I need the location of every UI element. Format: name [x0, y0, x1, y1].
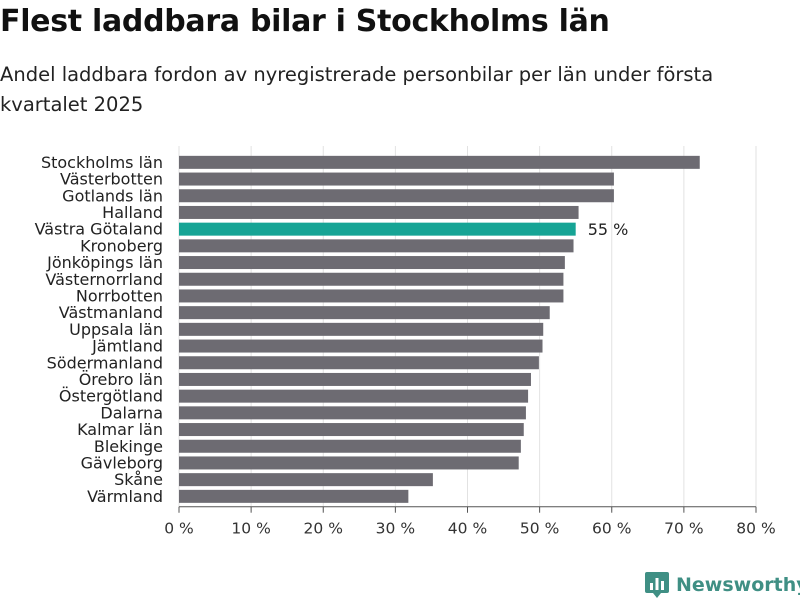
- bar: [179, 372, 531, 386]
- bar: [179, 172, 614, 186]
- bar: [179, 272, 564, 286]
- newsworthy-logo-text: Newsworthy: [676, 574, 800, 596]
- x-tick-label: 10 %: [231, 520, 270, 538]
- category-label: Halland: [102, 203, 163, 222]
- category-label: Västerbotten: [60, 170, 163, 189]
- x-tick-label: 80 %: [736, 520, 775, 538]
- bar: [179, 339, 543, 353]
- bar-chart: 0 % 10 % 20 % 30 % 40 % 50 % 60 % 70 % 80 % Stock…: [35, 146, 776, 538]
- bar: [179, 439, 521, 453]
- x-tick-label: 40 %: [448, 520, 487, 538]
- category-label: Kronoberg: [80, 236, 163, 255]
- category-label: Örebro län: [79, 370, 163, 389]
- category-label: Blekinge: [94, 437, 163, 456]
- chart-title: Flest laddbara bilar i Stockholms län: [0, 4, 610, 39]
- bar: [179, 306, 550, 320]
- x-tick-label: 0 %: [164, 520, 194, 538]
- category-label: Stockholms län: [41, 153, 163, 172]
- x-tick-label: 60 %: [592, 520, 631, 538]
- category-label: Värmland: [87, 487, 163, 506]
- category-label: Södermanland: [47, 353, 163, 372]
- category-label: Dalarna: [100, 403, 163, 422]
- bar: [179, 456, 519, 470]
- category-label: Uppsala län: [69, 320, 163, 339]
- bar: [179, 489, 409, 503]
- bar: [179, 155, 700, 169]
- category-label: Norrbotten: [76, 286, 163, 305]
- bar: [179, 239, 574, 253]
- category-label: Jämtland: [91, 337, 163, 356]
- bar: [179, 205, 579, 219]
- x-tick-label: 30 %: [376, 520, 415, 538]
- x-tick-label: 20 %: [304, 520, 343, 538]
- category-label: Kalmar län: [77, 420, 163, 439]
- newsworthy-logo: Newsworthy: [644, 570, 800, 600]
- category-label: Västra Götaland: [35, 220, 163, 239]
- category-label: Västernorrland: [45, 270, 163, 289]
- category-label: Jönköpings län: [46, 253, 163, 272]
- bar: [179, 473, 433, 487]
- data-label: 55 %: [588, 220, 629, 239]
- category-label: Gotlands län: [62, 186, 163, 205]
- bar: [179, 256, 565, 270]
- x-tick-label: 70 %: [664, 520, 703, 538]
- bar: [179, 222, 576, 236]
- category-label: Östergötland: [59, 387, 163, 406]
- category-label: Gävleborg: [81, 453, 163, 472]
- bar: [179, 389, 529, 403]
- chart-subtitle: Andel laddbara fordon av nyregistrerade …: [0, 63, 714, 116]
- x-tick-label: 50 %: [520, 520, 559, 538]
- category-label: Skåne: [114, 470, 163, 489]
- newsworthy-logo-icon: [645, 572, 669, 598]
- bar: [179, 189, 614, 203]
- bar: [179, 406, 526, 420]
- category-label: Västmanland: [59, 303, 163, 322]
- bar: [179, 356, 539, 370]
- bar: [179, 289, 564, 303]
- bar: [179, 322, 544, 336]
- bar: [179, 423, 524, 437]
